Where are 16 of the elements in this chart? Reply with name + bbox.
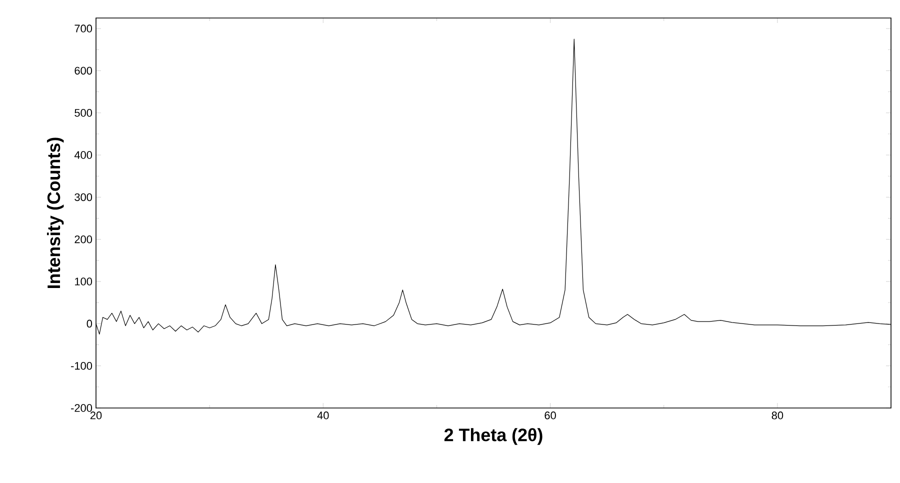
x-tick-label: 80: [772, 412, 784, 420]
y-tick-label: -100: [71, 362, 92, 370]
y-tick-label: 100: [75, 278, 92, 286]
y-tick-label: 300: [74, 193, 92, 202]
x-tick-label: 60: [544, 412, 556, 420]
y-tick-label: -200: [71, 404, 92, 412]
y-axis-title: Intensity (Counts): [46, 138, 64, 288]
y-tick-label: 500: [74, 108, 92, 117]
x-tick-label: 20: [90, 412, 102, 420]
y-tick-label: 700: [74, 24, 92, 32]
x-tick-label: 40: [317, 412, 329, 420]
y-tick-label: 400: [74, 151, 92, 159]
y-tick-label: 0: [86, 320, 92, 328]
x-axis-title: 2 Theta (2θ): [444, 428, 542, 445]
y-tick-label: 200: [74, 235, 92, 244]
y-tick-label: 600: [74, 66, 92, 75]
